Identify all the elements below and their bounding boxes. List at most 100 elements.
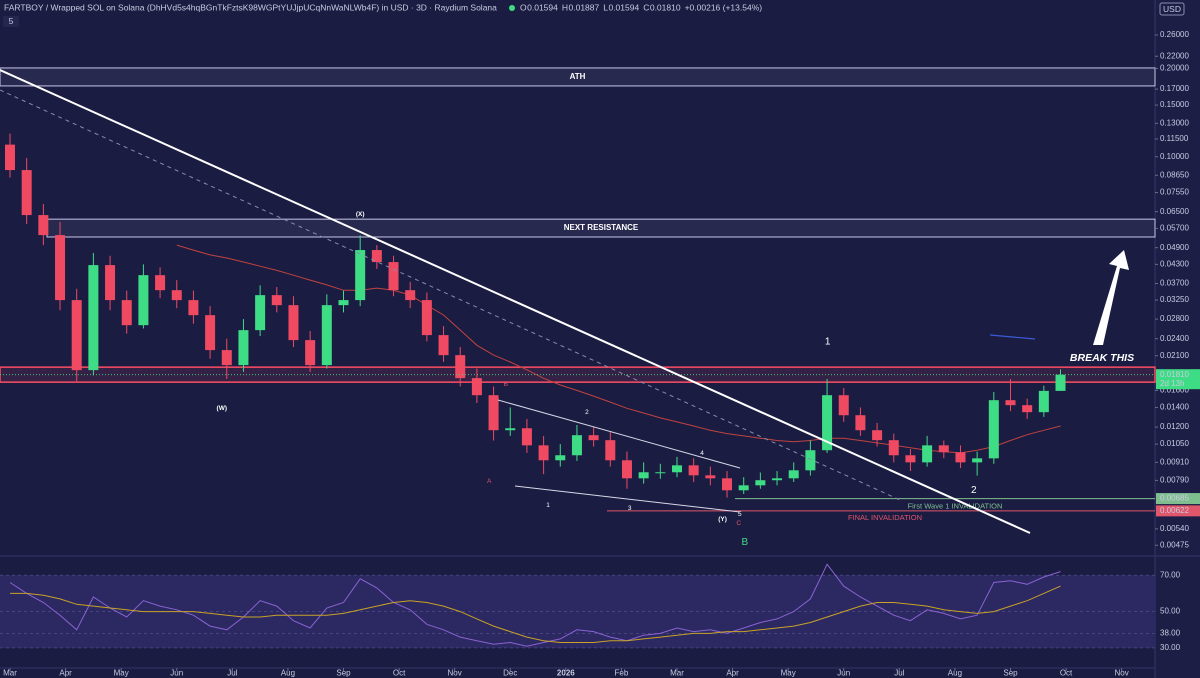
blue-line xyxy=(989,334,1036,340)
candle-body xyxy=(5,144,16,171)
x-tick-label: May xyxy=(781,669,796,678)
candle-body xyxy=(138,275,149,326)
zone xyxy=(0,67,1156,87)
y-tick-label: 0.02100 xyxy=(1160,351,1189,360)
currency: USD xyxy=(1163,4,1181,14)
y-tick-label: 0.03250 xyxy=(1160,295,1189,304)
y-tick-label: 0.05700 xyxy=(1160,224,1189,233)
candle-body xyxy=(255,295,266,331)
y-tick-label: 0.13000 xyxy=(1160,118,1189,127)
x-tick-label: Jun xyxy=(170,669,183,678)
quote-label: L xyxy=(603,2,608,12)
candle-body xyxy=(555,455,566,461)
candle-body xyxy=(205,315,216,351)
level-tag-label: 0.00685 xyxy=(1160,494,1189,503)
status-dot xyxy=(509,5,515,11)
candle-body xyxy=(271,295,282,306)
level-note: FINAL INVALIDATION xyxy=(848,513,922,522)
zone xyxy=(0,366,1156,383)
annotation: 3 xyxy=(628,505,632,512)
quote-label: H xyxy=(562,2,568,12)
candle-body xyxy=(288,305,299,341)
currency-box xyxy=(1159,2,1185,16)
candle-body xyxy=(338,300,349,306)
quote: O 0.01594 H 0.01887 L 0.01594 C 0.01810 +0.00216… xyxy=(520,2,762,12)
quote-value: 0.01594 xyxy=(527,2,558,12)
y-tick-label: 0.00540 xyxy=(1160,524,1189,533)
y-tick-label: 70.00 xyxy=(1160,570,1181,579)
x-tick-label: May xyxy=(114,669,129,678)
y-tick-label: 0.04900 xyxy=(1160,243,1189,252)
y-tick-label: 0.07550 xyxy=(1160,188,1189,197)
annotation: C xyxy=(736,520,741,527)
candle-body xyxy=(321,305,332,366)
y-tick-label: 30.00 xyxy=(1160,643,1181,652)
chart-title: FARTBOY / Wrapped SOL on Solana (DhHVd5s… xyxy=(4,2,497,12)
candle-body xyxy=(972,458,983,463)
y-tick-label: 0.10000 xyxy=(1160,152,1189,161)
arrow xyxy=(1093,250,1129,345)
level-tag xyxy=(1156,505,1200,517)
candle-body xyxy=(538,445,549,461)
y-tick-label: 0.01050 xyxy=(1160,439,1189,448)
quote-label: O xyxy=(520,2,527,12)
y-tick-label: 0.03700 xyxy=(1160,279,1189,288)
x-tick-label: Dec xyxy=(503,669,517,678)
annotation: 2 xyxy=(585,409,589,416)
y-tick-label: 0.00475 xyxy=(1160,540,1189,549)
zone-label: NEXT RESISTANCE xyxy=(564,223,639,232)
candle-body xyxy=(221,350,232,366)
candle-body xyxy=(121,300,132,326)
y-tick-label: 0.06500 xyxy=(1160,207,1189,216)
candle-body xyxy=(705,475,716,479)
y-tick-label: 0.20000 xyxy=(1160,64,1189,73)
trendline xyxy=(0,69,1031,534)
annotation: 1 xyxy=(546,502,550,509)
candle-body xyxy=(822,395,833,451)
annotation: A xyxy=(487,478,492,485)
candle-body xyxy=(738,485,749,491)
candle-body xyxy=(38,215,49,236)
x-tick-label: Jun xyxy=(837,669,850,678)
candle-body xyxy=(872,430,883,441)
x-tick-label: Jul xyxy=(894,669,904,678)
candle-body xyxy=(488,395,499,431)
x-tick-label: Feb xyxy=(615,669,629,678)
wedge-line xyxy=(497,399,741,469)
candle-body xyxy=(605,440,616,461)
annotation: 4 xyxy=(700,450,704,457)
x-tick-label: Aug xyxy=(281,669,295,678)
candle-body xyxy=(638,472,649,479)
candle-body xyxy=(455,355,466,379)
candle-body xyxy=(905,455,916,463)
candle-body xyxy=(171,290,182,301)
y-tick-label: 0.01200 xyxy=(1160,422,1189,431)
x-tick-label: Oct xyxy=(1060,669,1073,678)
layers: ATH NEXT RESISTANCE 0.26000 0.22000 0.20000 0… xyxy=(0,30,1200,678)
y-tick-label: 0.11500 xyxy=(1160,134,1189,143)
annotation: 5 xyxy=(738,511,742,518)
y-tick-label: 0.02400 xyxy=(1160,334,1189,343)
candle-body xyxy=(521,428,532,446)
y-tick-label: 0.17000 xyxy=(1160,84,1189,93)
candle-body xyxy=(71,300,82,371)
y-tick-label: 0.00790 xyxy=(1160,475,1189,484)
candle-body xyxy=(922,445,933,463)
quote-value: 0.01810 xyxy=(650,2,681,12)
wedge-line xyxy=(514,485,741,513)
x-tick-label: Oct xyxy=(393,669,406,678)
candle-body xyxy=(755,480,766,486)
moving-average xyxy=(176,244,1061,454)
level-note: First Wave 1 INVALIDATION xyxy=(908,502,1003,511)
rsi-line xyxy=(10,585,1061,643)
candle-body xyxy=(588,435,599,441)
y-tick-label: 0.26000 xyxy=(1160,30,1189,39)
x-tick-label: Mar xyxy=(3,669,17,678)
candle-body xyxy=(88,265,99,371)
y-tick-label: 38.00 xyxy=(1160,629,1181,638)
quote-label: C xyxy=(643,2,649,12)
x-tick-label: Jul xyxy=(227,669,237,678)
annotation: (X) xyxy=(356,211,365,218)
candle-body xyxy=(1005,400,1016,406)
candle-body xyxy=(188,300,199,316)
